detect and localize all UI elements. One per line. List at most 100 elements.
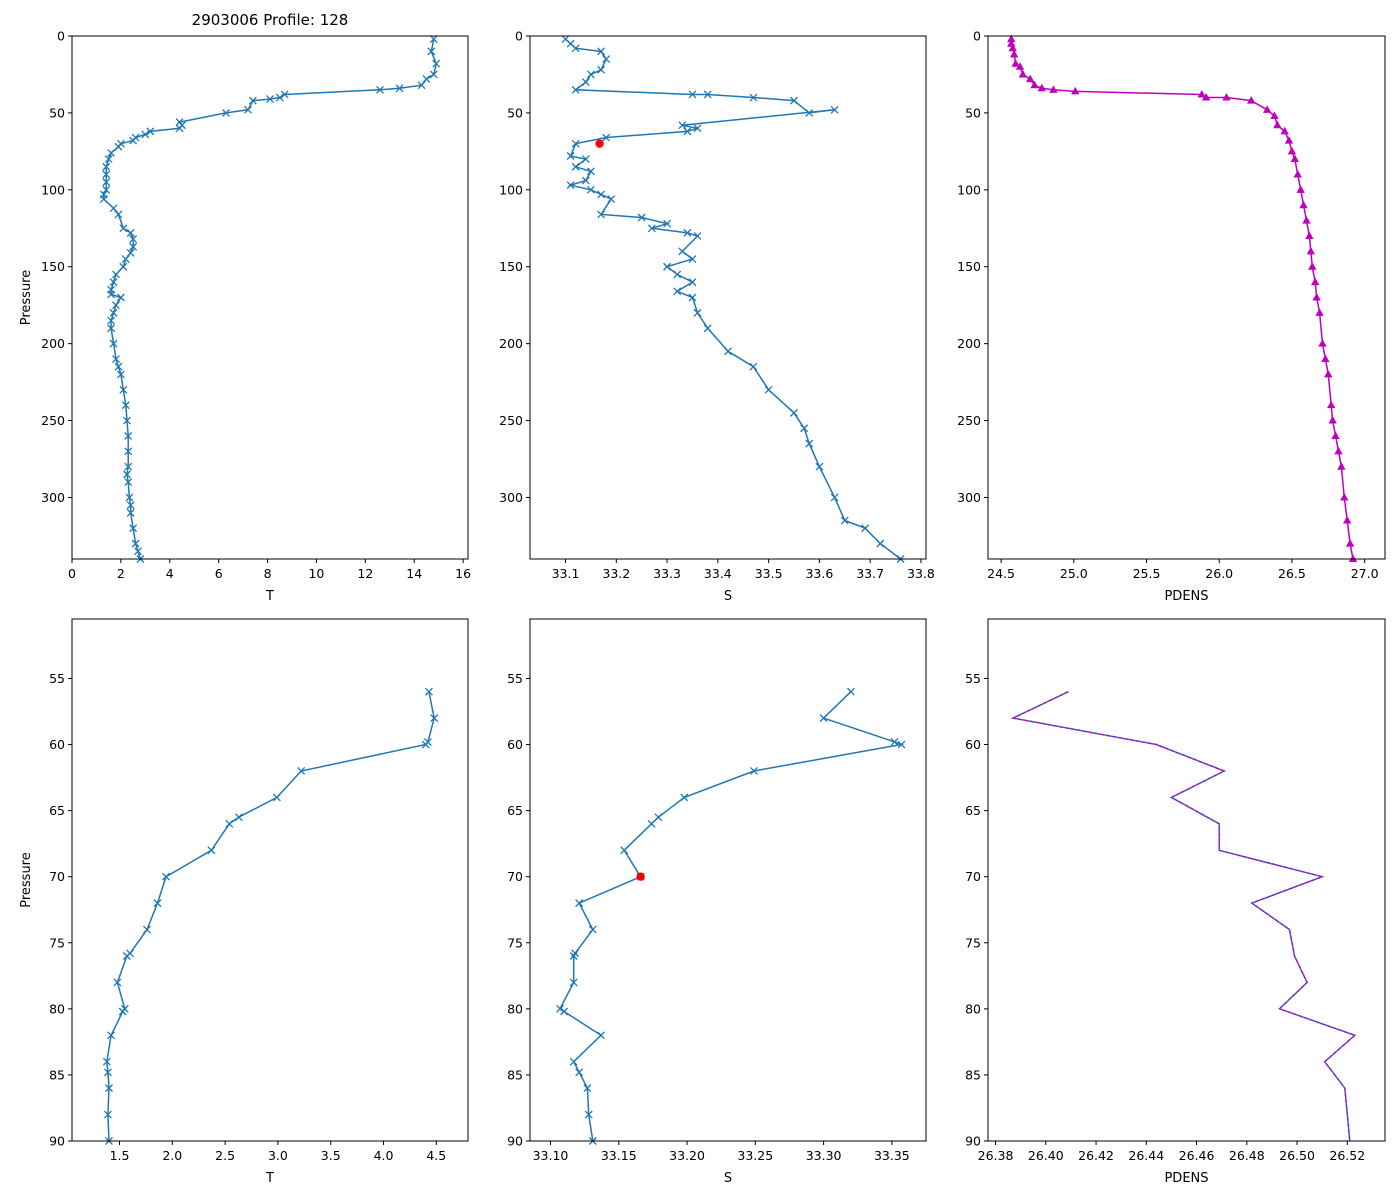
data-point xyxy=(125,493,134,502)
data-point xyxy=(272,793,281,802)
x-tick-label: 6 xyxy=(215,566,223,581)
x-tick-label: 33.20 xyxy=(669,1148,705,1163)
data-point xyxy=(673,287,682,296)
x-tick-label: 33.1 xyxy=(552,566,580,581)
data-point xyxy=(116,370,125,379)
data-point xyxy=(830,105,839,114)
data-point xyxy=(571,162,580,171)
data-point xyxy=(1340,492,1349,501)
x-tick-label: 33.5 xyxy=(755,566,783,581)
data-point xyxy=(143,925,151,934)
data-point xyxy=(107,324,116,333)
y-tick-label: 0 xyxy=(973,29,981,44)
y-tick-label: 65 xyxy=(49,803,65,818)
data-point xyxy=(113,978,122,987)
data-point xyxy=(1287,146,1297,155)
data-point xyxy=(571,85,580,94)
data-point xyxy=(846,687,855,696)
data-point xyxy=(123,416,131,425)
data-point xyxy=(683,127,692,136)
data-point xyxy=(749,767,758,775)
x-tick-label: 8 xyxy=(264,566,272,581)
y-tick-label: 75 xyxy=(507,935,523,950)
y-tick-label: 55 xyxy=(49,671,65,686)
data-point xyxy=(607,195,616,204)
data-point xyxy=(129,235,138,244)
data-point xyxy=(1009,49,1019,58)
x-tick-label: 26.42 xyxy=(1078,1148,1114,1163)
data-point xyxy=(417,81,426,90)
data-point xyxy=(566,181,575,190)
data-point xyxy=(1308,262,1317,270)
x-tick-label: 33.4 xyxy=(704,566,732,581)
data-point xyxy=(222,108,230,117)
x-tick-label: 26.48 xyxy=(1229,1148,1265,1163)
x-tick-label: 3.0 xyxy=(268,1148,288,1163)
data-point xyxy=(102,170,111,179)
x-axis-label: T xyxy=(265,589,274,604)
x-tick-label: 24.5 xyxy=(987,566,1015,581)
data-point xyxy=(1263,105,1272,113)
data-point xyxy=(663,262,672,271)
data-point xyxy=(126,508,135,517)
x-tick-label: 27.0 xyxy=(1351,566,1379,581)
data-point xyxy=(103,1110,112,1119)
data-point xyxy=(266,95,274,104)
data-point xyxy=(430,714,439,723)
data-point xyxy=(581,155,590,164)
data-point xyxy=(1337,462,1346,470)
y-tick-label: 150 xyxy=(499,259,523,274)
y-tick-label: 65 xyxy=(965,803,981,818)
density-profile-full: 24.5 25.0 25.5 26.0 26.5 27.0 0 50 100 150 200 250 3… xyxy=(957,29,1386,604)
data-point xyxy=(861,524,870,533)
x-tick-label: 33.30 xyxy=(806,1148,842,1163)
axes-frame xyxy=(529,618,927,1142)
data-point xyxy=(1321,354,1330,363)
series-line xyxy=(106,691,435,1142)
y-tick-label: 80 xyxy=(49,1001,65,1016)
data-point xyxy=(126,228,135,237)
data-point xyxy=(102,1057,111,1066)
highlight-point xyxy=(636,872,645,881)
data-point xyxy=(1015,62,1025,70)
y-tick-label: 250 xyxy=(957,413,981,428)
data-point xyxy=(1011,59,1020,67)
data-point xyxy=(134,547,142,556)
data-point xyxy=(1310,277,1320,286)
data-point xyxy=(121,255,130,264)
data-point xyxy=(749,362,758,371)
data-point xyxy=(114,142,123,151)
data-point xyxy=(124,478,133,487)
x-tick-label: 4.0 xyxy=(374,1148,394,1163)
data-point xyxy=(688,278,697,287)
y-tick-label: 85 xyxy=(965,1067,981,1082)
y-tick-label: 70 xyxy=(507,869,523,884)
axes-frame xyxy=(987,618,1386,1142)
data-point xyxy=(175,124,184,133)
x-tick-label: 26.40 xyxy=(1028,1148,1064,1163)
data-point xyxy=(1306,246,1316,255)
data-point xyxy=(1296,185,1305,193)
data-point xyxy=(297,767,306,775)
data-point xyxy=(1007,39,1016,47)
data-point xyxy=(560,1007,569,1016)
data-point xyxy=(119,224,128,233)
data-point xyxy=(122,952,131,960)
x-tick-label: 4.5 xyxy=(426,1148,446,1163)
data-point xyxy=(1342,516,1352,524)
y-tick-label: 100 xyxy=(957,182,981,197)
x-tick-label: 33.3 xyxy=(653,566,681,581)
data-point xyxy=(586,167,595,176)
x-tick-label: 14 xyxy=(406,566,422,581)
data-point xyxy=(819,714,828,723)
x-tick-label: 33.25 xyxy=(737,1148,773,1163)
data-point xyxy=(107,1031,116,1040)
series-line xyxy=(564,38,902,560)
x-tick-label: 33.6 xyxy=(805,566,833,581)
data-point xyxy=(104,155,113,164)
data-point xyxy=(234,813,243,822)
x-tick-label: 25.0 xyxy=(1060,566,1088,581)
data-point xyxy=(1071,86,1080,95)
y-tick-label: 0 xyxy=(515,29,523,44)
